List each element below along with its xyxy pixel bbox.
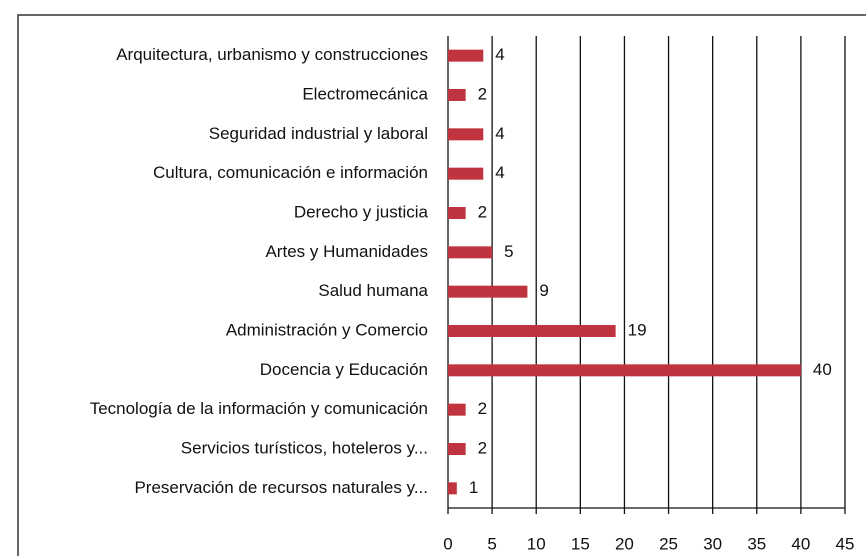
bar <box>448 167 484 180</box>
value-label: 2 <box>478 84 487 103</box>
x-tick-label: 15 <box>571 534 590 553</box>
x-tick-label: 0 <box>443 534 452 553</box>
bar <box>448 89 466 101</box>
y-tick-label: Artes y Humanidades <box>265 242 428 261</box>
value-label: 9 <box>539 281 548 300</box>
x-tick-label: 10 <box>527 534 546 553</box>
y-tick-label: Salud humana <box>318 281 428 300</box>
bar <box>448 482 457 495</box>
y-tick-label: Preservación de recursos naturales y... <box>134 478 428 497</box>
x-tick-label: 35 <box>747 534 766 553</box>
value-label: 5 <box>504 242 513 261</box>
x-tick-label: 45 <box>836 534 855 553</box>
value-label: 4 <box>495 124 504 143</box>
bar <box>448 246 493 259</box>
y-tick-label: Tecnología de la información y comunicac… <box>90 399 428 418</box>
value-label: 1 <box>469 478 478 497</box>
bar <box>448 403 466 416</box>
y-tick-label: Docencia y Educación <box>260 360 428 379</box>
value-label: 19 <box>628 320 647 339</box>
y-tick-label: Derecho y justicia <box>294 202 429 221</box>
x-tick-label: 25 <box>659 534 678 553</box>
value-label: 4 <box>495 163 504 182</box>
y-tick-label: Electromecánica <box>302 84 428 103</box>
y-tick-label: Cultura, comunicación e información <box>153 163 428 182</box>
value-label: 2 <box>478 438 487 457</box>
value-label: 4 <box>495 45 504 64</box>
y-tick-label: Arquitectura, urbanismo y construcciones <box>116 45 428 64</box>
bar <box>448 325 616 337</box>
y-tick-label: Administración y Comercio <box>226 320 428 339</box>
y-tick-label: Seguridad industrial y laboral <box>209 124 428 143</box>
value-label: 2 <box>478 399 487 418</box>
chart-frame <box>17 14 866 556</box>
bar <box>448 364 801 377</box>
x-tick-label: 5 <box>487 534 496 553</box>
bar <box>448 285 528 298</box>
value-label: 2 <box>478 202 487 221</box>
x-tick-label: 40 <box>791 534 810 553</box>
y-tick-label: Servicios turísticos, hoteleros y... <box>181 438 428 457</box>
x-tick-label: 30 <box>703 534 722 553</box>
bar <box>448 49 484 62</box>
bar <box>448 443 466 455</box>
bar <box>448 207 466 219</box>
bar <box>448 128 484 141</box>
value-label: 40 <box>813 360 832 379</box>
x-tick-label: 20 <box>615 534 634 553</box>
